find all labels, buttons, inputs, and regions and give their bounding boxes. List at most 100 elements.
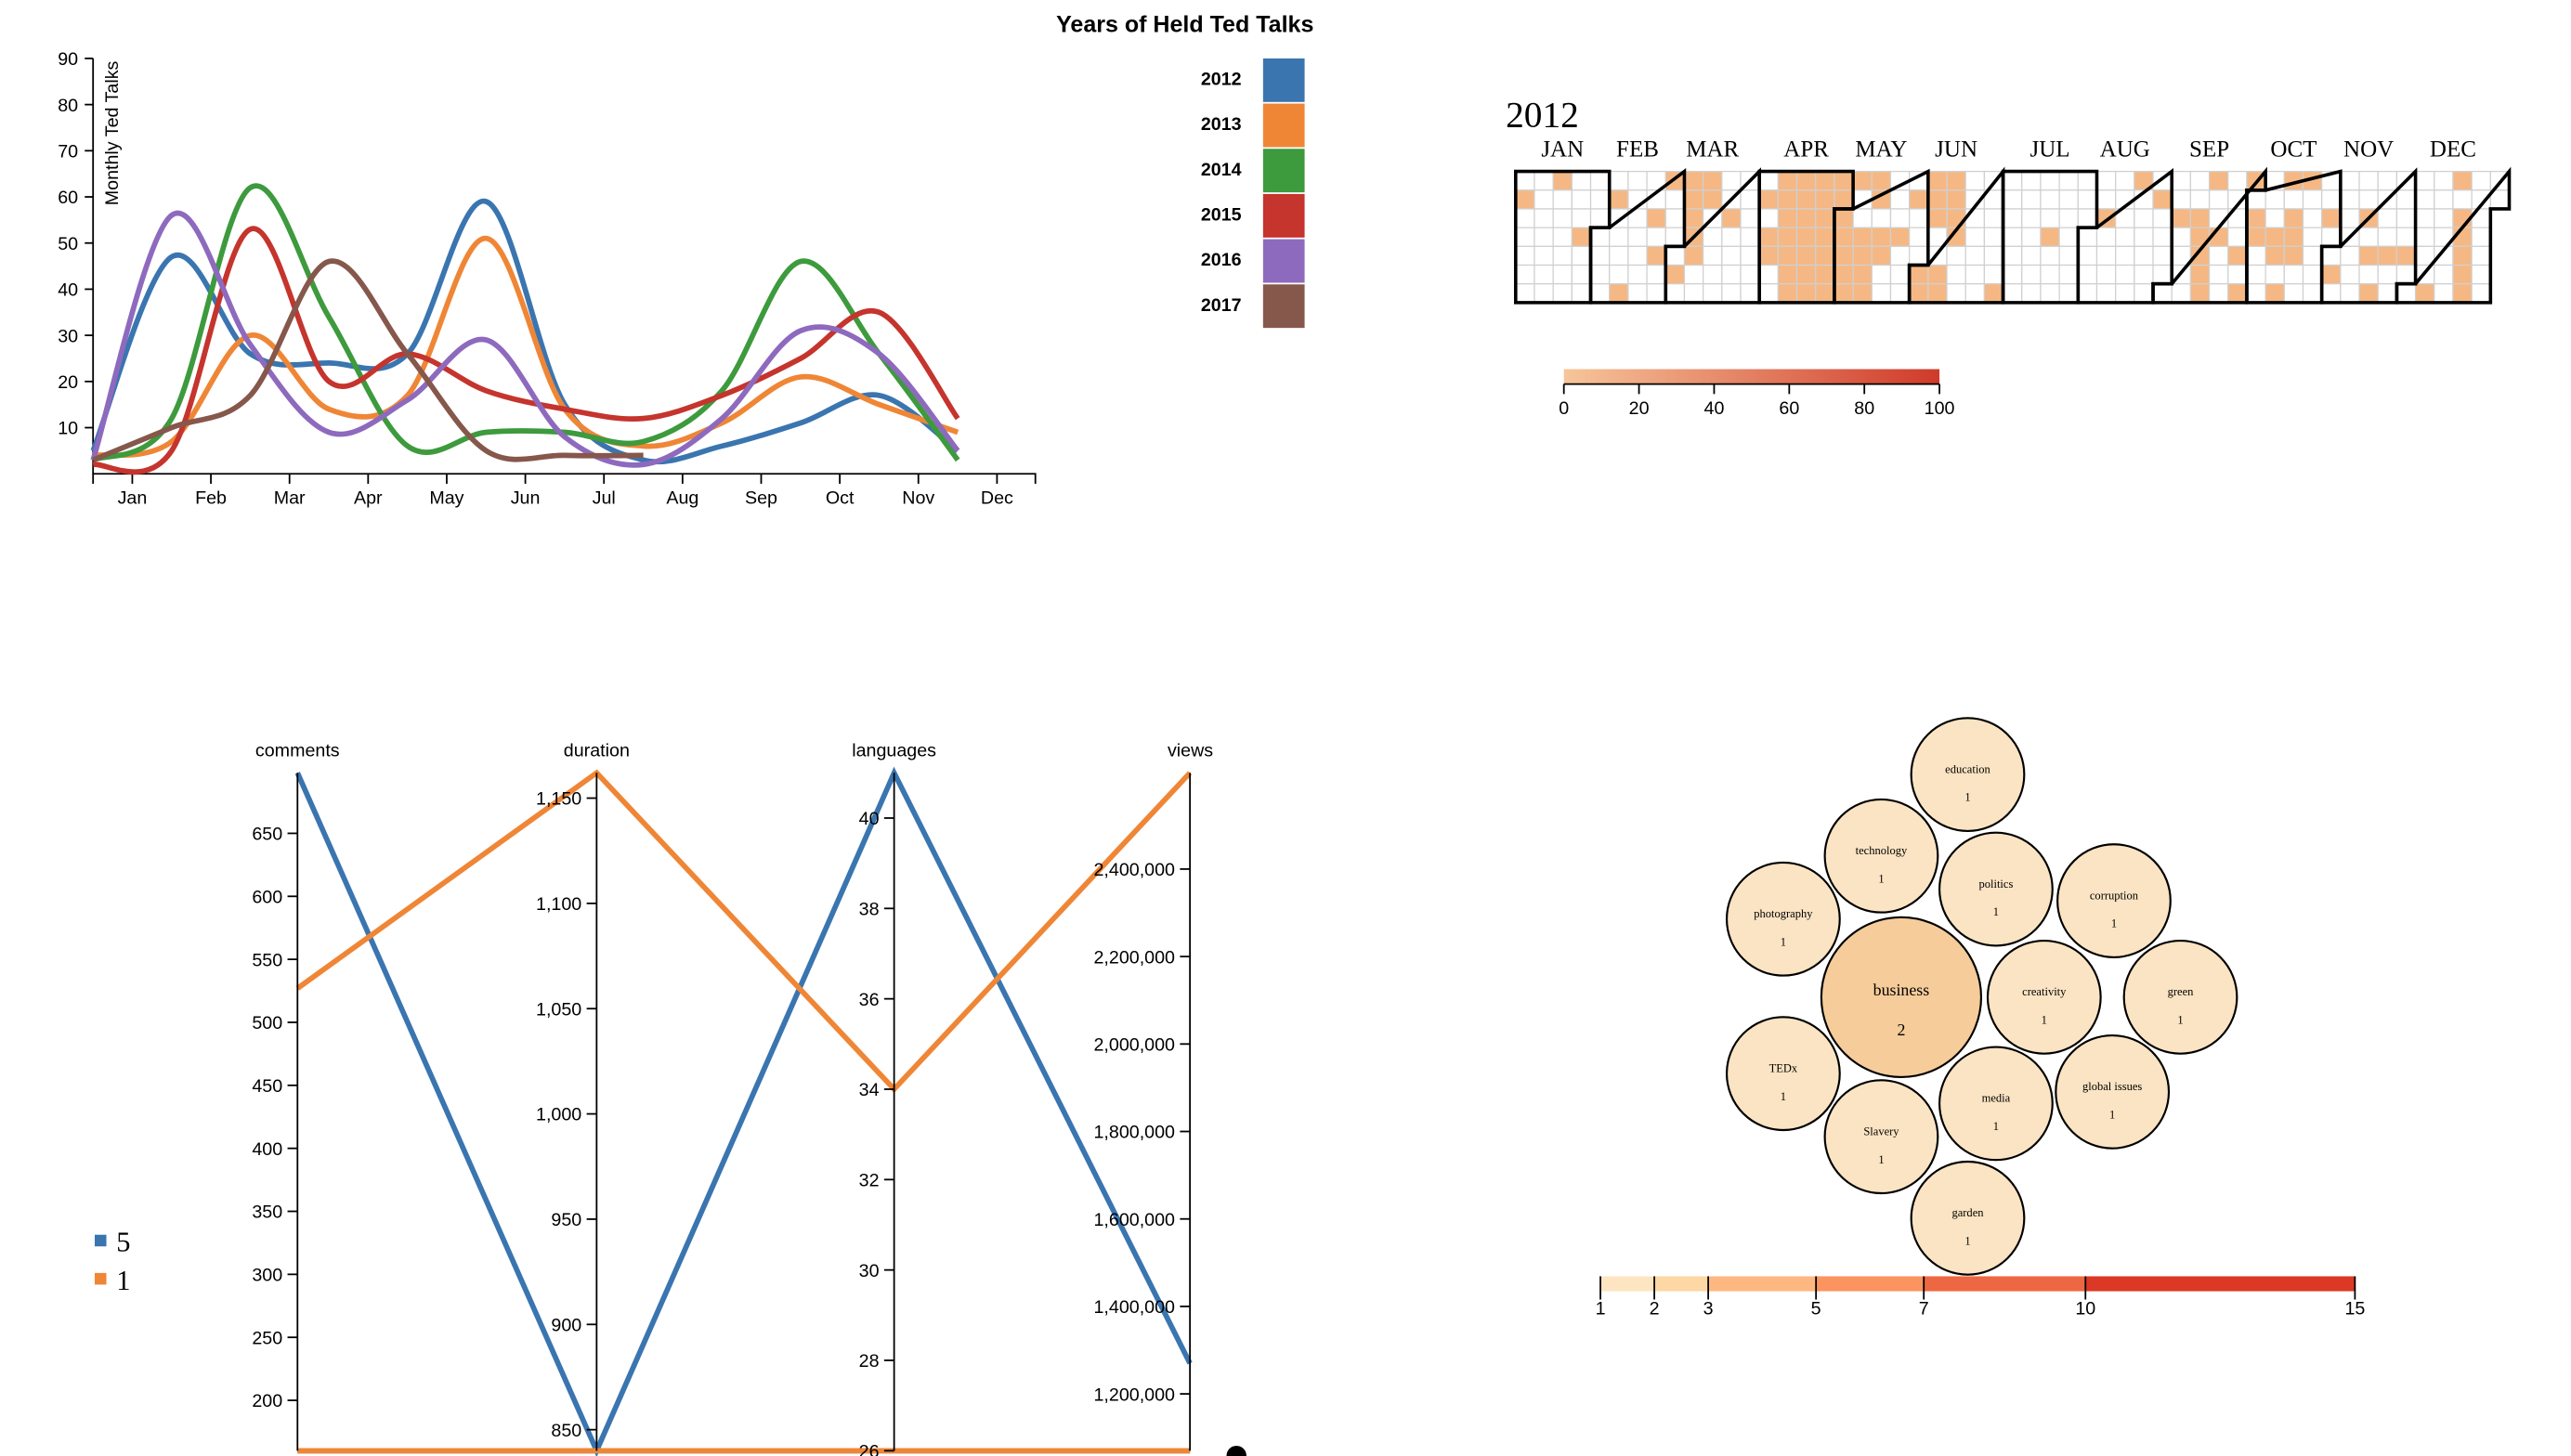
axis-tick-label: 2,000,000 (1093, 1034, 1175, 1055)
y-tick-label: 60 (58, 188, 78, 208)
calendar-day-cell (1515, 208, 1535, 228)
axis-tick-label: 1,150 (536, 789, 581, 810)
calendar-day-cell (1646, 283, 1666, 304)
bubble-garden (1910, 1160, 2026, 1276)
calendar-month-label: NOV (2343, 136, 2394, 162)
legend-label-2013: 2013 (1201, 114, 1242, 135)
calendar-day-cell (1758, 170, 1780, 191)
calendar-day-cell (1515, 283, 1535, 304)
calendar-day-cell (2095, 189, 2117, 210)
calendar-day-cell (1871, 283, 1892, 304)
axis-tick-label: 900 (551, 1315, 581, 1335)
calendar-day-cell (2077, 208, 2098, 228)
bubble-colorbar-label: 3 (1703, 1299, 1714, 1320)
legend-label-2017: 2017 (1201, 295, 1242, 316)
calendar-day-cell (2340, 170, 2360, 191)
calendar-month-label: OCT (2270, 136, 2317, 162)
calendar-day-cell (1795, 227, 1817, 247)
polyline-5 (294, 766, 1193, 1456)
calendar-day-cell (2152, 208, 2173, 228)
calendar-day-cell (2227, 264, 2248, 285)
axis-tick-label: 500 (252, 1013, 282, 1034)
calendar-day-cell (1552, 283, 1573, 304)
calendar-day-cell (1664, 227, 1686, 247)
calendar-day-cell (1589, 170, 1611, 191)
calendar-day-cell (1646, 264, 1666, 285)
calendar-day-cell (2434, 208, 2454, 228)
bubble-count: 1 (1993, 1120, 1999, 1133)
calendar-day-cell (1552, 264, 1573, 285)
calendar-day-cell (2414, 283, 2435, 304)
calendar-day-cell (2340, 189, 2360, 210)
series-line-2017 (92, 258, 644, 463)
calendar-day-cell (2058, 227, 2079, 247)
bubble-count: 1 (2177, 1013, 2183, 1026)
calendar-day-cell (2246, 227, 2266, 247)
calendar-day-cell (1552, 245, 1573, 266)
calendar-day-cell (2246, 264, 2266, 285)
calendar-day-cell (2302, 189, 2323, 210)
calendar-day-cell (2434, 264, 2454, 285)
calendar-day-cell (2340, 264, 2360, 285)
calendar-day-cell (1609, 264, 1629, 285)
calendar-day-cell (2227, 245, 2248, 266)
calendar-day-cell (2321, 283, 2342, 304)
calendar-day-cell (1533, 189, 1554, 210)
calendar-day-cell (2377, 170, 2398, 191)
calendar-day-cell (2040, 170, 2060, 191)
calendar-day-cell (2189, 264, 2211, 285)
calendar-day-cell (2283, 208, 2304, 228)
series-line-2013 (92, 235, 959, 459)
calendar-day-cell (2077, 245, 2098, 266)
calendar-day-cell (1552, 170, 1573, 191)
legend-swatch-2012 (1262, 58, 1305, 102)
bubble-label: photography (1754, 907, 1813, 920)
axis-tick-label: 2,200,000 (1093, 947, 1175, 968)
calendar-day-cell (1646, 227, 1666, 247)
calendar-day-cell (1964, 245, 1986, 266)
calendar-day-cell (1721, 283, 1742, 304)
bubble-business (1820, 916, 1983, 1078)
calendar-day-cell (1871, 227, 1892, 247)
calendar-day-cell (1889, 227, 1911, 247)
calendar-day-cell (2414, 189, 2435, 210)
calendar-day-cell (2021, 264, 2042, 285)
axis-tick-label: 34 (859, 1080, 880, 1100)
calendar-day-cell (2414, 208, 2435, 228)
calendar-day-cell (2171, 189, 2192, 210)
axis-tick-label: 26 (859, 1441, 880, 1456)
bubble-label: corruption (2090, 889, 2139, 902)
calendar-day-cell (2377, 245, 2398, 266)
calendar-day-cell (1983, 264, 2004, 285)
bubble-count: 1 (1781, 935, 1786, 948)
calendar-day-cell (2208, 170, 2229, 191)
calendar-day-cell (1795, 283, 1817, 304)
calendar-day-cell (2002, 170, 2023, 191)
calendar-day-cell (1609, 245, 1629, 266)
calendar-day-cell (1721, 227, 1742, 247)
calendar-day-cell (1740, 283, 1760, 304)
calendar-day-cell (2377, 227, 2398, 247)
calendar-day-cell (1983, 208, 2004, 228)
parallel-legend: 51 (94, 1227, 130, 1296)
bubble-colorbar-label: 1 (1596, 1299, 1606, 1320)
calendar-day-cell (1740, 208, 1760, 228)
calendar-day-cell (1815, 208, 1835, 228)
polyline-1 (295, 769, 1193, 1094)
calendar-day-cell (2283, 245, 2304, 266)
colorbar-tick-label: 20 (1629, 398, 1650, 419)
bubble-corruption (2056, 843, 2172, 958)
calendar-day-cell (2040, 208, 2060, 228)
calendar-day-cell (1946, 283, 1966, 304)
series-line-2015 (92, 226, 960, 474)
calendar-day-cell (2302, 283, 2323, 304)
bubble-colorbar-segment (1816, 1276, 1925, 1292)
calendar-month-label: AUG (2100, 136, 2150, 162)
bubble-TEDx (1725, 1016, 1841, 1132)
calendar-day-cell (2058, 264, 2079, 285)
calendar-day-cell (2152, 227, 2173, 247)
bubble-colorbar-segment (1600, 1276, 1655, 1292)
bubble-Slavery (1823, 1079, 1939, 1195)
calendar-day-cell (1871, 264, 1892, 285)
